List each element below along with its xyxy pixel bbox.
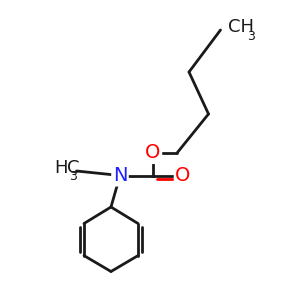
Text: CH: CH xyxy=(228,18,254,36)
Text: 3: 3 xyxy=(69,170,77,184)
Text: O: O xyxy=(175,166,191,185)
Text: N: N xyxy=(113,166,127,185)
Text: 3: 3 xyxy=(248,29,255,43)
Text: O: O xyxy=(145,143,161,163)
Text: C: C xyxy=(67,159,80,177)
Text: H: H xyxy=(54,159,68,177)
